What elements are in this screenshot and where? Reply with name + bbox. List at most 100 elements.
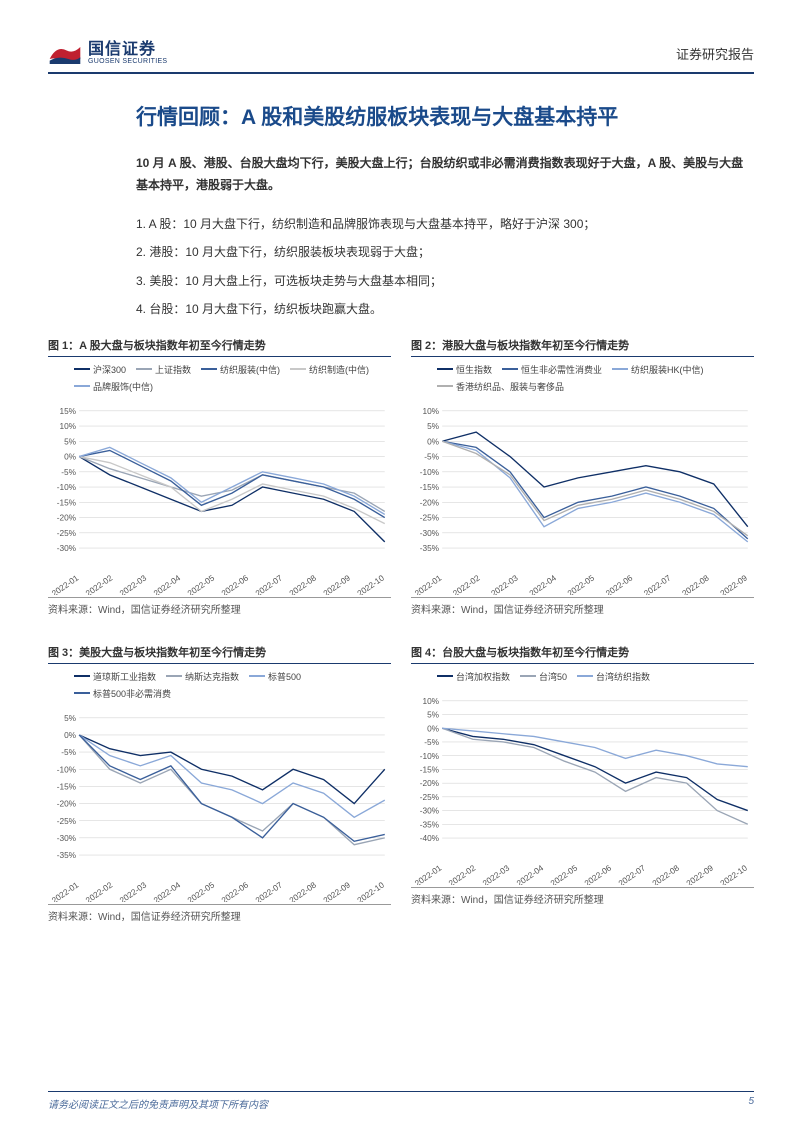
svg-text:2022-07: 2022-07 [253, 572, 284, 595]
svg-text:-10%: -10% [57, 482, 77, 492]
svg-text:-10%: -10% [57, 764, 77, 774]
legend-item: 香港纺织品、服装与奢侈品 [437, 380, 564, 393]
svg-text:2022-05: 2022-05 [548, 862, 579, 885]
svg-text:2022-08: 2022-08 [680, 572, 711, 595]
svg-text:2022-04: 2022-04 [527, 572, 558, 595]
legend-item: 上证指数 [136, 363, 191, 376]
svg-text:2022-04: 2022-04 [515, 862, 546, 885]
svg-text:2022-05: 2022-05 [185, 572, 216, 595]
svg-text:5%: 5% [427, 709, 440, 719]
svg-text:2022-06: 2022-06 [219, 879, 250, 902]
svg-text:5%: 5% [64, 436, 77, 446]
chart-source: 资料来源：Wind，国信证券经济研究所整理 [411, 887, 754, 906]
point-item: 1. A 股：10 月大盘下行，纺织制造和品牌服饰表现与大盘基本持平，略好于沪深… [136, 211, 754, 237]
svg-text:2022-03: 2022-03 [481, 862, 512, 885]
page-header: 国信证券 GUOSEN SECURITIES 证券研究报告 [48, 40, 754, 74]
svg-text:-35%: -35% [57, 850, 77, 860]
svg-text:0%: 0% [427, 723, 440, 733]
svg-text:2022-07: 2022-07 [616, 862, 647, 885]
svg-text:2022-01: 2022-01 [413, 572, 444, 595]
svg-text:-20%: -20% [57, 798, 77, 808]
svg-text:2022-07: 2022-07 [253, 879, 284, 902]
svg-text:-10%: -10% [420, 750, 440, 760]
svg-text:-30%: -30% [420, 528, 440, 538]
logo-block: 国信证券 GUOSEN SECURITIES [48, 40, 167, 66]
svg-text:-20%: -20% [420, 497, 440, 507]
chart-2: 图 2：港股大盘与板块指数年初至今行情走势恒生指数恒生非必需性消费业纺织服装HK… [411, 337, 754, 616]
svg-text:-5%: -5% [61, 467, 76, 477]
footer-page-number: 5 [748, 1096, 754, 1111]
legend-item: 品牌服饰(中信) [74, 380, 153, 393]
svg-text:-5%: -5% [424, 737, 439, 747]
svg-text:2022-06: 2022-06 [604, 572, 635, 595]
svg-text:2022-02: 2022-02 [84, 879, 115, 902]
svg-text:2022-02: 2022-02 [451, 572, 482, 595]
svg-text:2022-04: 2022-04 [152, 879, 183, 902]
legend-item: 台湾50 [520, 670, 567, 683]
svg-text:0%: 0% [427, 436, 440, 446]
svg-text:-25%: -25% [57, 528, 77, 538]
chart-title: 图 1：A 股大盘与板块指数年初至今行情走势 [48, 337, 391, 357]
report-type: 证券研究报告 [676, 44, 754, 63]
svg-text:-15%: -15% [57, 497, 77, 507]
point-item: 2. 港股：10 月大盘下行，纺织服装板块表现弱于大盘； [136, 239, 754, 265]
legend-item: 恒生指数 [437, 363, 492, 376]
svg-text:2022-10: 2022-10 [718, 862, 749, 885]
svg-text:2022-08: 2022-08 [287, 572, 318, 595]
svg-text:-25%: -25% [420, 792, 440, 802]
svg-text:-35%: -35% [420, 819, 440, 829]
chart-source: 资料来源：Wind，国信证券经济研究所整理 [48, 597, 391, 616]
svg-text:-20%: -20% [57, 512, 77, 522]
svg-text:2022-02: 2022-02 [84, 572, 115, 595]
chart-4: 图 4：台股大盘与板块指数年初至今行情走势台湾加权指数台湾50台湾纺织指数-40… [411, 644, 754, 923]
legend-item: 道琼斯工业指数 [74, 670, 156, 683]
svg-text:2022-05: 2022-05 [185, 879, 216, 902]
svg-text:-25%: -25% [57, 815, 77, 825]
chart-title: 图 4：台股大盘与板块指数年初至今行情走势 [411, 644, 754, 664]
svg-text:-15%: -15% [420, 482, 440, 492]
svg-text:2022-10: 2022-10 [355, 572, 386, 595]
svg-text:5%: 5% [427, 421, 440, 431]
svg-text:2022-01: 2022-01 [413, 862, 444, 885]
chart-plot: -30%-25%-20%-15%-10%-5%0%5%10%15%2022-01… [48, 395, 391, 595]
point-item: 3. 美股：10 月大盘上行，可选板块走势与大盘基本相同； [136, 268, 754, 294]
svg-text:-20%: -20% [420, 778, 440, 788]
svg-text:2022-05: 2022-05 [565, 572, 596, 595]
svg-text:2022-09: 2022-09 [718, 572, 749, 595]
legend-item: 纺织服装HK(中信) [612, 363, 704, 376]
svg-text:-30%: -30% [57, 833, 77, 843]
legend-item: 台湾加权指数 [437, 670, 510, 683]
svg-text:2022-06: 2022-06 [582, 862, 613, 885]
chart-title: 图 3：美股大盘与板块指数年初至今行情走势 [48, 644, 391, 664]
chart-source: 资料来源：Wind，国信证券经济研究所整理 [48, 904, 391, 923]
chart-title: 图 2：港股大盘与板块指数年初至今行情走势 [411, 337, 754, 357]
svg-text:2022-04: 2022-04 [152, 572, 183, 595]
svg-text:10%: 10% [422, 406, 439, 416]
svg-text:2022-03: 2022-03 [489, 572, 520, 595]
svg-text:15%: 15% [59, 406, 76, 416]
chart-legend: 道琼斯工业指数纳斯达克指数标普500标普500非必需消费 [48, 670, 391, 700]
legend-item: 恒生非必需性消费业 [502, 363, 602, 376]
chart-1: 图 1：A 股大盘与板块指数年初至今行情走势沪深300上证指数纺织服装(中信)纺… [48, 337, 391, 616]
svg-text:2022-02: 2022-02 [447, 862, 478, 885]
legend-item: 台湾纺织指数 [577, 670, 650, 683]
svg-text:10%: 10% [59, 421, 76, 431]
chart-legend: 沪深300上证指数纺织服装(中信)纺织制造(中信)品牌服饰(中信) [48, 363, 391, 393]
charts-grid: 图 1：A 股大盘与板块指数年初至今行情走势沪深300上证指数纺织服装(中信)纺… [48, 337, 754, 923]
svg-text:-10%: -10% [420, 467, 440, 477]
svg-text:0%: 0% [64, 730, 77, 740]
svg-text:-5%: -5% [424, 451, 439, 461]
svg-text:2022-03: 2022-03 [118, 879, 149, 902]
svg-text:2022-10: 2022-10 [355, 879, 386, 902]
svg-text:10%: 10% [422, 696, 439, 706]
chart-plot: -35%-30%-25%-20%-15%-10%-5%0%5%10%2022-0… [411, 395, 754, 595]
svg-text:2022-09: 2022-09 [684, 862, 715, 885]
logo-text-cn: 国信证券 [88, 42, 167, 58]
legend-item: 纺织制造(中信) [290, 363, 369, 376]
svg-text:-35%: -35% [420, 543, 440, 553]
legend-item: 标普500非必需消费 [74, 687, 171, 700]
chart-plot: -40%-35%-30%-25%-20%-15%-10%-5%0%5%10%20… [411, 685, 754, 885]
chart-legend: 台湾加权指数台湾50 台湾纺织指数 [411, 670, 754, 683]
svg-text:2022-09: 2022-09 [321, 879, 352, 902]
point-item: 4. 台股：10 月大盘下行，纺织板块跑赢大盘。 [136, 296, 754, 322]
